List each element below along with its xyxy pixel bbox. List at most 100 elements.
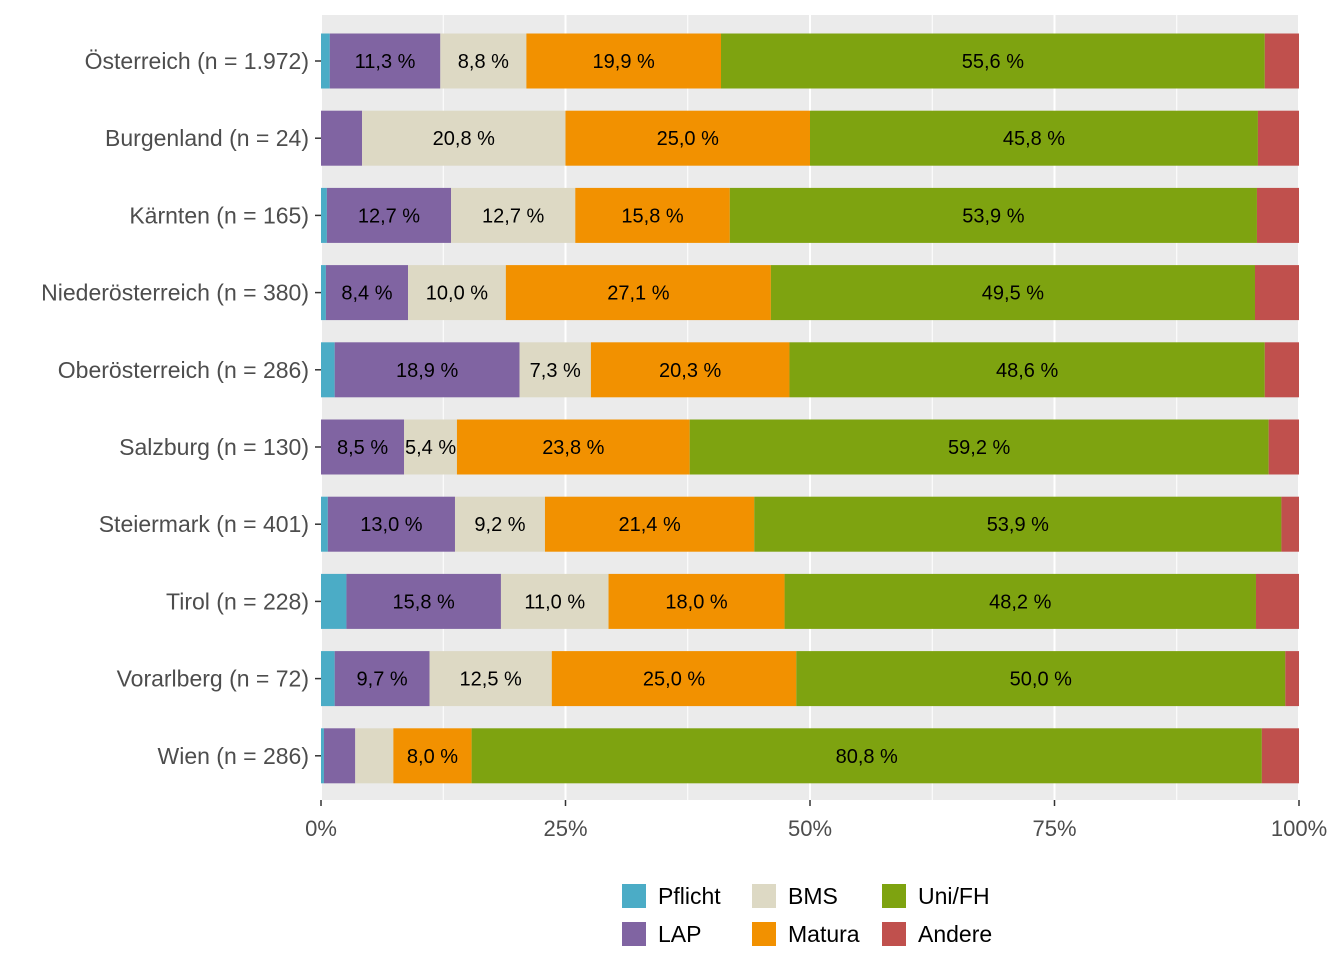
legend-key-andere (882, 922, 906, 946)
bar-data-label: 21,4 % (618, 514, 680, 536)
bar-segment-andere (1264, 342, 1299, 398)
bar-segment-uni-fh (689, 419, 1269, 475)
bar-data-label: 19,9 % (593, 51, 655, 73)
bar-data-label: 49,5 % (982, 283, 1044, 305)
bar-data-label: 15,8 % (393, 591, 455, 613)
bar-data-label: 18,9 % (396, 360, 458, 382)
bar-data-label: 8,5 % (337, 437, 388, 459)
bar-segment-lap (323, 728, 356, 784)
legend-label: Andere (918, 921, 992, 947)
category-label: Burgenland (n = 24) (105, 125, 309, 151)
bar-segment-bms (429, 651, 552, 707)
bar-segment-andere (1257, 110, 1299, 166)
bar-segment-bms (454, 496, 545, 552)
bar-segment-pflicht (321, 265, 326, 321)
bar-segment-andere (1268, 419, 1299, 475)
bar-data-label: 8,4 % (341, 283, 392, 305)
bar-data-label: 50,0 % (1010, 669, 1072, 691)
x-tick-label: 100% (1271, 816, 1327, 841)
bar-segment-pflicht (321, 187, 327, 243)
category-label: Tirol (n = 228) (166, 588, 309, 614)
legend: Pflicht LAP BMS Matura Uni/FH Andere (622, 883, 992, 947)
category-label: Vorarlberg (n = 72) (117, 666, 309, 692)
legend-label: Pflicht (658, 883, 721, 909)
bar-segment-bms (500, 573, 609, 629)
bar-data-label: 13,0 % (360, 514, 422, 536)
legend-label: LAP (658, 921, 701, 947)
bar-segment-matura (608, 573, 785, 629)
x-tick-label: 25% (543, 816, 587, 841)
bar-segment-lap (329, 33, 441, 89)
bar-data-label: 25,0 % (657, 128, 719, 150)
bar-segment-uni-fh (810, 110, 1258, 166)
bar-data-label: 11,0 % (524, 591, 585, 613)
bar-data-label: 15,8 % (621, 205, 683, 227)
bar-data-label: 53,9 % (962, 205, 1024, 227)
bar-segment-matura (456, 419, 690, 475)
bar-segment-bms (355, 728, 394, 784)
bar-segment-pflicht (321, 33, 330, 89)
bar-data-label: 9,7 % (357, 669, 408, 691)
bar-data-label: 5,4 % (405, 437, 456, 459)
bar-segment-uni-fh (796, 651, 1286, 707)
bar-data-label: 20,8 % (433, 128, 495, 150)
bar-segment-uni-fh (754, 496, 1282, 552)
bar-data-label: 48,2 % (989, 591, 1051, 613)
bar-segment-matura (393, 728, 472, 784)
bar-segment-bms (408, 265, 506, 321)
category-label: Niederösterreich (n = 380) (41, 280, 309, 306)
bar-segment-bms (440, 33, 527, 89)
bar-segment-uni-fh (729, 187, 1257, 243)
bar-data-label: 27,1 % (607, 283, 669, 305)
bar-segment-bms (519, 342, 591, 398)
bar-segment-pflicht (321, 573, 347, 629)
bar-segment-uni-fh (770, 265, 1255, 321)
legend-label: BMS (788, 883, 838, 909)
bar-segment-andere (1281, 496, 1299, 552)
bar-data-label: 9,2 % (474, 514, 525, 536)
legend-label: Matura (788, 921, 860, 947)
bar-segment-lap (325, 265, 409, 321)
bar-segment-matura (565, 110, 810, 166)
bar-segment-bms (404, 419, 457, 475)
bar-segment-uni-fh (721, 33, 1265, 89)
bar-segment-matura (544, 496, 755, 552)
legend-key-pflicht (622, 884, 646, 908)
bar-data-label: 23,8 % (542, 437, 604, 459)
bar-data-label: 11,3 % (355, 51, 416, 73)
category-label: Steiermark (n = 401) (99, 511, 309, 537)
bar-data-label: 45,8 % (1003, 128, 1065, 150)
bar-segment-andere (1285, 651, 1299, 707)
bar-data-label: 12,5 % (460, 669, 522, 691)
bar-data-label: 12,7 % (482, 205, 544, 227)
bar-data-label: 18,0 % (665, 591, 727, 613)
bar-data-label: 59,2 % (948, 437, 1010, 459)
bar-data-label: 55,6 % (962, 51, 1024, 73)
category-label: Österreich (n = 1.972) (85, 48, 309, 74)
bar-segment-uni-fh (784, 573, 1256, 629)
bar-segment-matura (590, 342, 790, 398)
bar-segment-pflicht (321, 728, 324, 784)
x-tick-label: 75% (1032, 816, 1076, 841)
legend-key-matura (752, 922, 776, 946)
bar-segment-andere (1264, 33, 1299, 89)
bar-segment-pflicht (321, 496, 328, 552)
bar-segment-andere (1254, 265, 1299, 321)
bar-data-label: 8,0 % (407, 746, 458, 768)
bar-segment-andere (1256, 187, 1299, 243)
bar-segment-lap (346, 573, 501, 629)
bar-segment-matura (505, 265, 771, 321)
bar-segment-pflicht (321, 342, 335, 398)
bar-segment-lap (321, 110, 363, 166)
legend-label: Uni/FH (918, 883, 990, 909)
bar-segment-matura (575, 187, 730, 243)
bar-segment-lap (334, 342, 520, 398)
category-label: Salzburg (n = 130) (119, 434, 309, 460)
legend-key-uni-fh (882, 884, 906, 908)
bar-data-label: 12,7 % (358, 205, 420, 227)
bar-data-label: 53,9 % (987, 514, 1049, 536)
category-label: Oberösterreich (n = 286) (58, 357, 309, 383)
bar-segment-pflicht (321, 651, 335, 707)
bar-segment-lap (327, 496, 455, 552)
bar-data-label: 20,3 % (659, 360, 721, 382)
